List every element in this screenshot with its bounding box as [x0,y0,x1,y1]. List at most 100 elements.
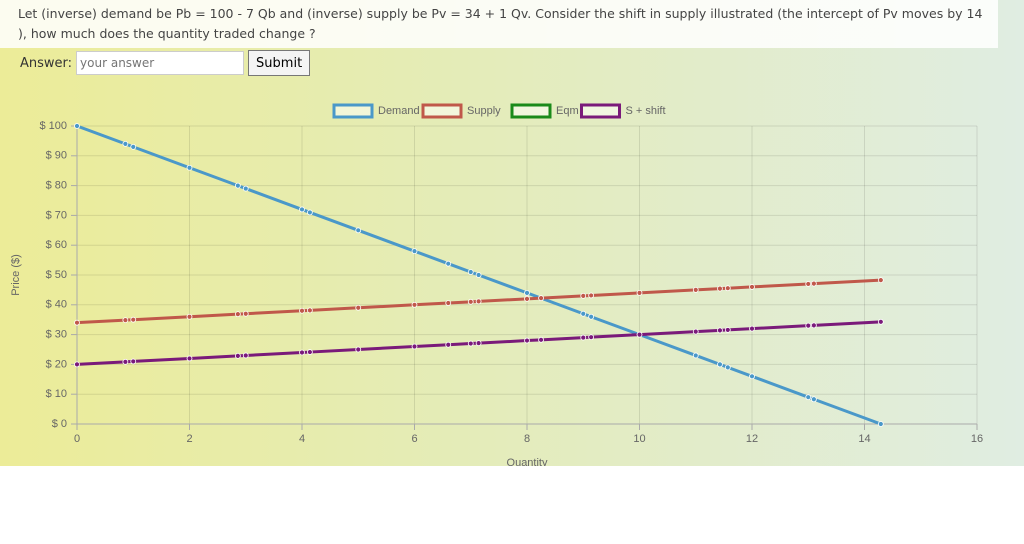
x-tick-label: 16 [971,433,983,445]
data-point [299,206,305,213]
data-point [749,284,755,290]
legend-label: Eqm [556,105,579,117]
data-point [588,292,595,299]
data-point [524,337,530,344]
data-point [74,361,80,368]
data-point [242,185,249,192]
data-point [122,358,129,365]
data-point [717,327,723,334]
data-point [355,304,362,311]
data-point [186,355,193,362]
data-point [445,300,452,306]
data-point [877,318,884,325]
x-tick-label: 0 [74,433,80,445]
data-point [805,281,812,287]
data-point [724,285,731,292]
answer-input[interactable] [76,51,245,75]
legend-swatch [580,103,621,119]
data-point [411,343,418,350]
data-point [467,298,474,305]
data-point [692,328,699,335]
legend-label: Supply [467,105,501,117]
data-point [242,310,249,317]
data-point [234,352,241,359]
legend-swatch [510,103,552,119]
data-point [805,322,812,329]
answer-row: Answer: Submit [20,50,311,76]
data-point [122,140,129,147]
x-tick-label: 14 [858,433,870,445]
x-tick-label: 8 [524,433,530,445]
data-point [524,295,530,302]
data-point [74,319,80,326]
data-point [186,164,193,171]
y-tick-label: $ 20 [46,358,67,370]
data-point [234,182,241,189]
data-point [810,322,817,329]
y-tick-label: $ 0 [52,418,67,430]
x-tick-label: 4 [299,433,305,445]
data-point [717,361,723,368]
data-point [306,349,313,355]
chart: Price ($) Quantity $ 0 $ 10 $ 20 $ 30 $ 40 $ … [10,103,983,466]
data-point [299,349,305,356]
legend-label: Demand [378,105,420,117]
x-tick-label: 6 [411,433,417,445]
data-point [467,269,474,275]
data-point [475,340,482,347]
x-tick-label: 2 [186,433,192,445]
data-point [749,325,755,332]
data-point [306,209,313,216]
question: Let (inverse) demand be Pb = 100 - 7 Qb … [0,0,998,48]
data-point [355,346,362,353]
legend-swatch [421,103,463,119]
data-point [445,260,452,267]
data-point [580,310,587,317]
y-tick-label: $ 60 [46,239,67,251]
data-point [636,289,643,296]
answer-label: Answer: [20,55,73,71]
data-point [877,421,884,427]
data-point [306,307,313,314]
y-tick-label: $ 70 [46,209,67,221]
x-tick-label: 10 [633,433,645,445]
data-point [122,317,129,324]
data-point [810,396,817,403]
data-point [130,358,137,365]
data-point [524,289,530,296]
data-point [810,280,817,287]
data-point [877,277,884,283]
data-point [234,311,241,318]
data-point [186,313,193,320]
data-point [580,292,587,299]
data-point [242,352,249,359]
y-tick-label: $ 10 [46,388,67,400]
x-axis-label: Quantity [507,457,548,466]
legend-swatch [332,103,374,119]
data-point [580,334,587,341]
data-point [692,286,699,293]
data-point [724,364,731,371]
data-point [411,301,418,308]
y-tick-label: $ 90 [46,150,67,162]
data-point [692,352,699,359]
data-point [130,143,137,150]
data-point [299,307,305,314]
y-axis-label: Price ($) [10,254,22,296]
y-tick-label: $ 50 [46,269,67,281]
data-point [538,336,544,343]
y-tick-label: $ 30 [46,329,67,341]
data-point [538,295,544,301]
page: Let (inverse) demand be Pb = 100 - 7 Qb … [0,0,1024,466]
data-point [717,285,723,292]
y-tick-label: $ 100 [39,120,67,132]
y-tick-label: $ 40 [46,299,67,311]
data-point [475,298,482,305]
y-tick-label: $ 80 [46,180,67,192]
data-point [588,334,595,341]
data-point [588,313,595,320]
data-point [724,327,731,333]
submit-button[interactable]: Submit [248,50,311,76]
data-point [74,123,80,129]
data-point [355,227,362,234]
